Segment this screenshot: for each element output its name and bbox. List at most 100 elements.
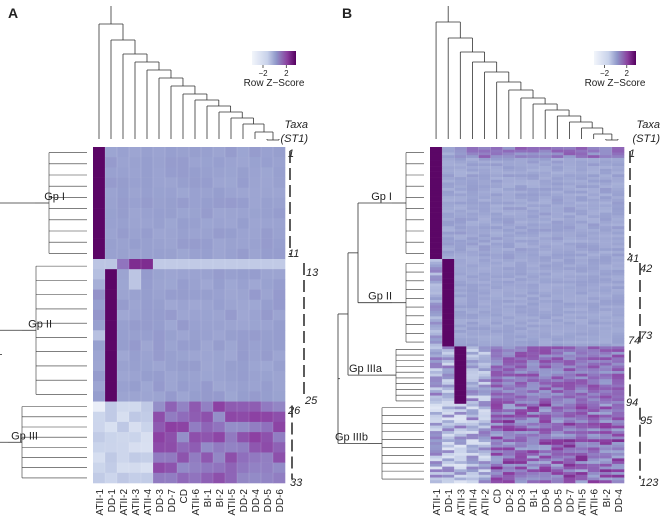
heatmap-cell (442, 340, 455, 344)
heatmap-cell (514, 480, 528, 484)
heatmap-cell (225, 401, 238, 413)
heatmap-cell (527, 147, 540, 151)
heatmap-cell (430, 365, 443, 369)
heatmap-cell (189, 452, 202, 463)
heatmap-cell (478, 474, 491, 478)
heatmap-cell (502, 239, 516, 243)
heatmap-cell (201, 248, 214, 260)
heatmap-cell (442, 332, 455, 336)
heatmap-cell (539, 187, 552, 192)
heatmap-cell (551, 387, 564, 391)
heatmap-cell (478, 450, 491, 454)
heatmap-cell (599, 444, 613, 448)
heatmap-cell (502, 439, 516, 443)
heatmap-cell (117, 269, 130, 280)
heatmap-cell (442, 433, 455, 437)
heatmap-cell (490, 461, 504, 465)
heatmap-cell (225, 432, 238, 443)
heatmap-cell (563, 381, 576, 385)
heatmap-cell (539, 357, 552, 361)
heatmap-cell (551, 469, 564, 473)
heatmap-cell (587, 291, 601, 295)
heatmap-cell (587, 294, 601, 298)
heatmap-cell (141, 309, 154, 321)
heatmap-cell (237, 197, 250, 209)
heatmap-cell (201, 228, 214, 239)
heatmap-cell (527, 428, 540, 432)
heatmap-cell (478, 330, 491, 334)
heatmap-cell (575, 474, 588, 478)
row-marker: 94 (626, 397, 638, 409)
heatmap-cell (575, 330, 588, 334)
heatmap-cell (213, 167, 226, 178)
heatmap-cell (514, 248, 528, 252)
heatmap-cell (478, 387, 491, 391)
heatmap-cell (249, 279, 262, 290)
heatmap-cell (551, 234, 564, 238)
heatmap-cell (442, 365, 455, 369)
heatmap-cell (514, 466, 528, 470)
heatmap-cell (611, 428, 625, 432)
heatmap-cell (611, 193, 625, 197)
heatmap-cell (117, 238, 130, 250)
heatmap-cell (129, 299, 142, 311)
heatmap-cell (527, 395, 540, 399)
heatmap-cell (225, 421, 238, 433)
heatmap-cell (454, 280, 467, 284)
heatmap-cell (237, 401, 250, 413)
heatmap-cell (466, 433, 479, 437)
heatmap-cell (478, 458, 491, 462)
heatmap-cell (213, 381, 226, 392)
heatmap-cell (466, 384, 479, 388)
heatmap-cell (454, 452, 467, 456)
heatmap-cell (466, 168, 479, 172)
heatmap-cell (575, 425, 588, 429)
column-label: DD-5 (553, 489, 564, 513)
heatmap-cell (430, 455, 443, 459)
heatmap-cell (563, 349, 576, 353)
heatmap-cell (466, 324, 479, 328)
heatmap-cell (575, 428, 588, 432)
heatmap-cell (105, 167, 118, 178)
heatmap-cell (563, 310, 576, 314)
heatmap-cell (454, 398, 467, 402)
heatmap-cell (551, 185, 564, 189)
heatmap-cell (563, 223, 576, 227)
heatmap-cell (478, 346, 491, 350)
heatmap-cell (213, 238, 226, 250)
heatmap-cell (514, 297, 528, 301)
heatmap-cell (177, 371, 190, 382)
heatmap-cell (587, 253, 601, 257)
heatmap-cell (261, 442, 274, 453)
heatmap-cell (611, 157, 625, 161)
heatmap-cell (527, 335, 540, 339)
heatmap-cell (129, 279, 142, 290)
heatmap-cell (514, 450, 528, 454)
heatmap-cell (165, 411, 178, 423)
heatmap-cell (454, 269, 467, 273)
heatmap-cell (563, 332, 576, 336)
heatmap-cell (213, 197, 226, 209)
heatmap-cell (478, 469, 491, 473)
heatmap-cell (587, 278, 601, 282)
heatmap-cell (466, 261, 479, 265)
heatmap-cell (563, 168, 576, 172)
heatmap-cell (551, 196, 564, 200)
heatmap-cell (454, 425, 467, 429)
heatmap-cell (539, 376, 552, 380)
heatmap-cell (502, 463, 516, 467)
heatmap-cell (599, 417, 613, 421)
heatmap-cell (213, 442, 226, 453)
heatmap-cell (611, 433, 625, 437)
heatmap-cell (273, 421, 286, 433)
heatmap-cell (539, 294, 552, 298)
heatmap-cell (563, 280, 576, 284)
heatmap-cell (490, 422, 504, 426)
heatmap-cell (177, 309, 190, 321)
heatmap-cell (587, 310, 601, 314)
heatmap-cell (575, 248, 588, 252)
heatmap-cell (129, 147, 142, 158)
heatmap-cell (442, 319, 455, 323)
heatmap-cell (575, 365, 588, 369)
heatmap-cell (587, 477, 601, 481)
